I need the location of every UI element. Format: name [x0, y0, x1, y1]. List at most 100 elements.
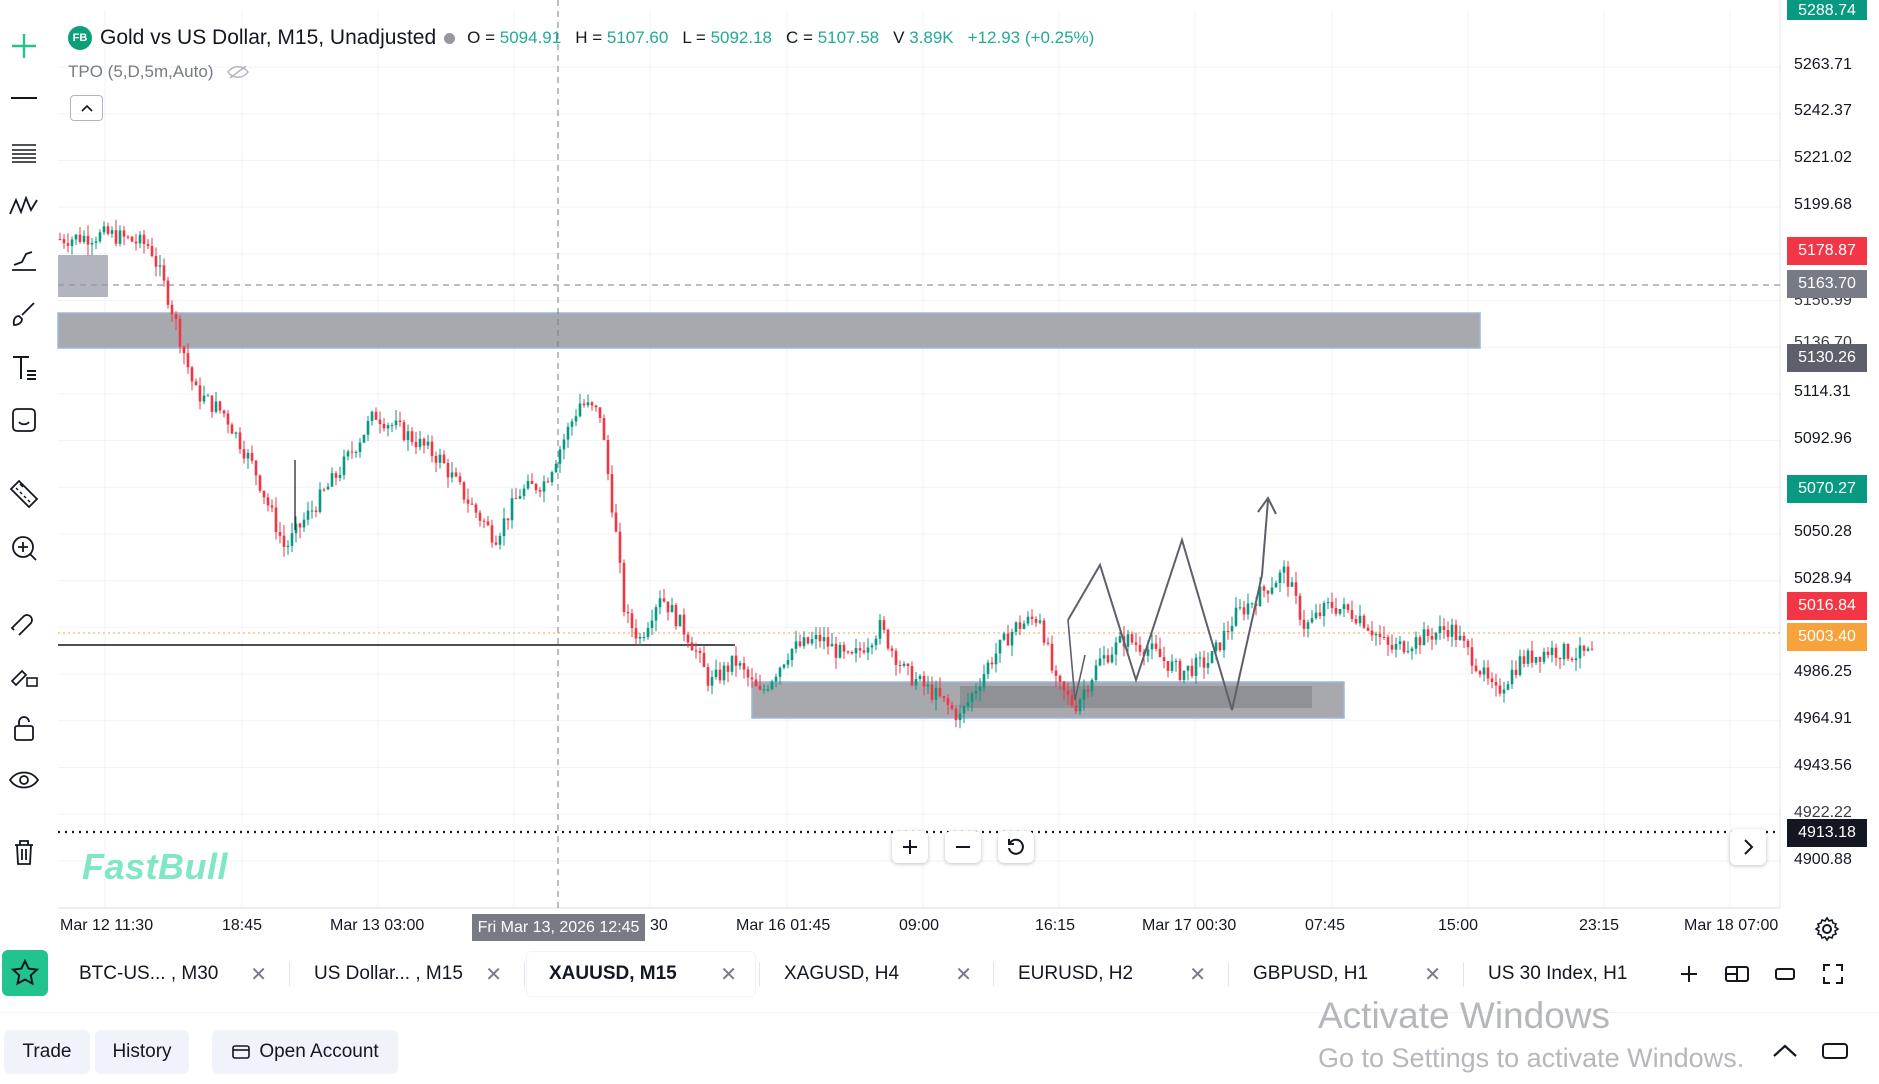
symbol-tab[interactable]: XAGUSD, H4 ✕: [762, 952, 990, 996]
zoom-in-button[interactable]: [892, 831, 928, 863]
scroll-to-realtime-button[interactable]: [1730, 829, 1766, 865]
candle-body: [110, 230, 114, 234]
trade-button[interactable]: Trade: [4, 1030, 90, 1074]
candle-body: [334, 473, 338, 478]
symbol-tab[interactable]: US Dollar... , M15 ✕: [292, 952, 520, 996]
collapse-legend-button[interactable]: [70, 95, 103, 121]
candle-body: [430, 441, 434, 456]
candle-body: [1318, 612, 1322, 616]
zoom-out-button[interactable]: [945, 831, 981, 863]
candle-body: [214, 401, 218, 412]
window-button[interactable]: [1769, 958, 1801, 990]
candle-body: [202, 395, 206, 402]
candle-body: [742, 663, 746, 670]
candle-body: [1346, 604, 1350, 611]
reset-icon: [1008, 838, 1024, 855]
symbol-title[interactable]: Gold vs US Dollar, M15, Unadjusted: [100, 26, 437, 49]
fib-retracement-icon[interactable]: [2, 130, 46, 174]
candle-body: [86, 235, 90, 245]
candle-body: [606, 439, 610, 475]
indicator-legend[interactable]: TPO (5,D,5m,Auto): [68, 62, 250, 82]
open-account-button[interactable]: Open Account: [212, 1030, 398, 1074]
favorites-button[interactable]: [2, 950, 48, 996]
price-tag: 5163.70: [1787, 270, 1867, 298]
symbol-tab[interactable]: EURUSD, H2 ✕: [996, 952, 1224, 996]
candle-body: [674, 605, 678, 627]
candle-body: [1438, 626, 1442, 633]
candle-body: [1150, 643, 1154, 650]
chevron-up-icon: [80, 104, 93, 112]
price-tick-label: 4964.91: [1794, 710, 1852, 727]
candle-body: [482, 520, 486, 522]
pattern-icon[interactable]: [2, 184, 46, 228]
chevron-up-icon[interactable]: [1770, 1041, 1800, 1061]
candle-body: [902, 663, 906, 666]
candle-body: [546, 481, 550, 483]
eye-off-icon[interactable]: [227, 64, 250, 80]
lock-drawing-icon[interactable]: [2, 652, 46, 696]
restore-panel-icon[interactable]: [1820, 1041, 1850, 1061]
candle-body: [466, 499, 470, 504]
symbol-tab[interactable]: GBPUSD, H1 ✕: [1231, 952, 1459, 996]
candle-body: [918, 675, 922, 680]
candle-body: [734, 655, 738, 666]
magnet-icon[interactable]: [2, 598, 46, 642]
close-tab-icon[interactable]: ✕: [955, 964, 972, 986]
emoji-icon[interactable]: [2, 398, 46, 442]
symbol-tab[interactable]: US 30 Index, H1: [1466, 952, 1694, 996]
price-chart[interactable]: [0, 0, 1879, 948]
candle-body: [638, 636, 642, 639]
candle-body: [566, 426, 570, 440]
candle-body: [770, 681, 774, 690]
ruler-icon[interactable]: [2, 472, 46, 516]
add-tab-button[interactable]: [1673, 958, 1705, 990]
settings-gear-icon[interactable]: [1813, 915, 1841, 943]
symbol-tab[interactable]: XAUUSD, M15 ✕: [527, 952, 755, 996]
projection-icon[interactable]: [2, 238, 46, 282]
candle-body: [78, 234, 82, 242]
candle-body: [390, 425, 394, 427]
brush-icon[interactable]: [2, 292, 46, 336]
close-tab-icon[interactable]: ✕: [1189, 964, 1206, 986]
candle-body: [1062, 681, 1066, 691]
candle-body: [1414, 637, 1418, 649]
plus-icon: [1681, 966, 1697, 982]
candle-body: [1570, 658, 1574, 661]
symbol-tab[interactable]: BTC-US... , M30 ✕: [57, 952, 285, 996]
candle-body: [670, 605, 674, 613]
close-tab-icon[interactable]: ✕: [250, 964, 267, 986]
candle-body: [94, 241, 98, 243]
zigzag-arrow-shaft: [1261, 499, 1269, 576]
candle-body: [442, 454, 446, 464]
eye-icon[interactable]: [2, 758, 46, 802]
candle-body: [1450, 624, 1454, 637]
candle-body: [926, 684, 930, 687]
close-tab-icon[interactable]: ✕: [485, 964, 502, 986]
candle-body: [418, 438, 422, 448]
crosshair-icon[interactable]: [2, 24, 46, 68]
close-tab-icon[interactable]: ✕: [1424, 964, 1441, 986]
candle-body: [478, 512, 482, 521]
price-tag: 4913.18: [1787, 819, 1867, 847]
candle-body: [1106, 655, 1110, 663]
trend-line-icon[interactable]: [2, 76, 46, 120]
candle-body: [1578, 645, 1582, 659]
text-icon[interactable]: [2, 346, 46, 390]
candle-body: [698, 650, 702, 653]
zoom-in-icon[interactable]: [2, 526, 46, 570]
candle-body: [1354, 618, 1358, 624]
fullscreen-button[interactable]: [1817, 958, 1849, 990]
lock-icon[interactable]: [2, 706, 46, 750]
activate-windows-watermark: Activate Windows Go to Settings to activ…: [1318, 995, 1744, 1074]
close-tab-icon[interactable]: ✕: [720, 964, 737, 986]
history-button[interactable]: History: [95, 1030, 189, 1074]
trash-icon[interactable]: [2, 830, 46, 874]
candle-body: [210, 395, 214, 412]
symbol-tab-bar: BTC-US... , M30 ✕ US Dollar... , M15 ✕ XAUUS…: [0, 948, 1879, 1000]
candle-body: [1066, 690, 1070, 695]
layout-button[interactable]: [1721, 958, 1753, 990]
candle-body: [1002, 633, 1006, 640]
candle-body: [262, 490, 266, 498]
reset-chart-button[interactable]: [998, 831, 1034, 863]
candle-body: [678, 614, 682, 627]
